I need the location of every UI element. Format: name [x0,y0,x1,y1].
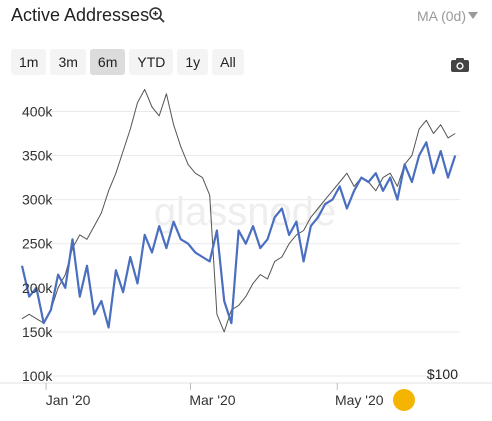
range-button-1m[interactable]: 1m [11,49,47,75]
time-range-selector: 1m 3m 6m YTD 1y All [11,49,244,77]
y-tick-label: 200k [22,280,53,296]
chart-header: Active Addresses MA (0d) [0,0,492,36]
range-button-ytd[interactable]: YTD [129,49,174,75]
x-tick-label: May '20 [335,392,384,408]
range-button-6m[interactable]: 6m [89,49,126,75]
range-button-3m[interactable]: 3m [50,49,86,75]
series-line-active-addresses [20,141,457,329]
y-tick-label: 300k [22,192,53,208]
chevron-down-icon[interactable] [468,12,478,19]
range-button-all[interactable]: All [212,49,244,75]
right-axis-label: $100 [427,366,458,382]
series-line-price [21,88,456,333]
range-button-1y[interactable]: 1y [177,49,209,75]
source-watermark [393,386,488,414]
moving-average-select[interactable]: MA (0d) [416,8,466,24]
y-tick-label: 250k [22,236,53,252]
zoom-in-icon[interactable] [148,6,166,24]
x-tick-label: Jan '20 [46,392,91,408]
chart-watermark: glassnode [154,190,336,234]
y-tick-label: 150k [22,324,53,340]
y-tick-label: 100k [22,368,53,384]
source-logo-icon [393,389,415,411]
chart-title: Active Addresses [11,5,150,25]
y-tick-label: 350k [22,148,53,164]
y-tick-label: 400k [22,103,53,119]
x-tick-label: Mar '20 [189,392,235,408]
camera-icon[interactable] [450,57,470,73]
